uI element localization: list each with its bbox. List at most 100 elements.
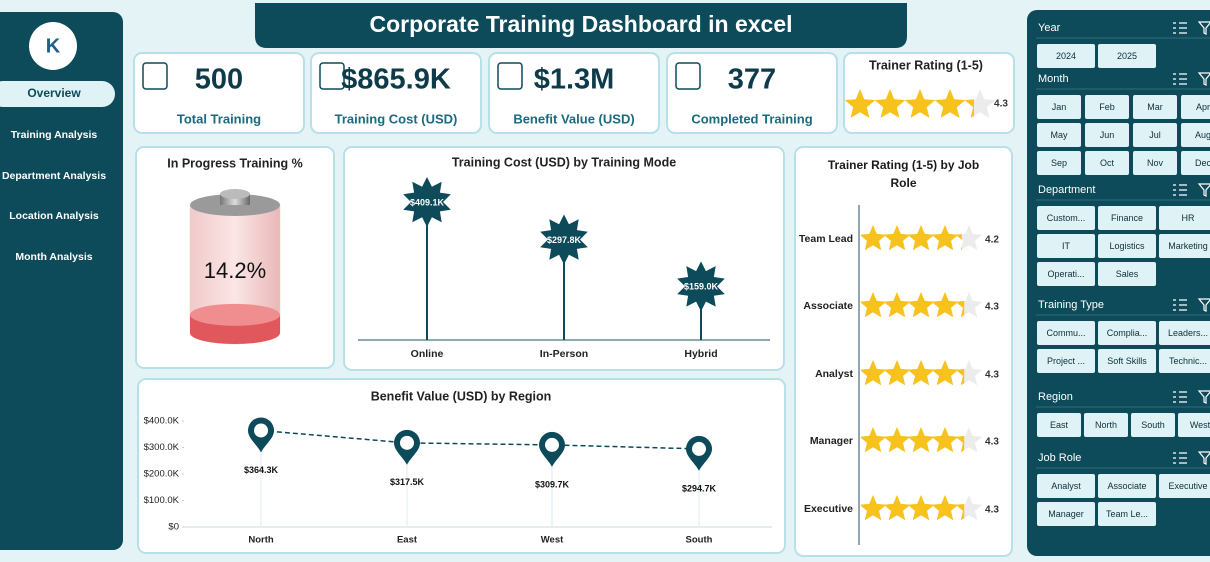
slicer-button[interactable]: Technic... [1159,349,1210,373]
slicer-button-label[interactable]: Nov [1147,158,1164,168]
slicer-button-label[interactable]: Jun [1100,130,1115,140]
star [907,292,935,318]
slicer-button-label[interactable]: Jul [1149,130,1161,140]
slicer-button-label[interactable]: 2024 [1056,51,1076,61]
slicer-button[interactable]: Logistics [1098,234,1156,258]
slicer-button[interactable]: Nov [1133,151,1177,175]
slicer-button-label[interactable]: Logistics [1109,241,1145,251]
slicer-button[interactable]: Associate [1098,474,1156,498]
slicer-button[interactable]: HR [1159,206,1210,230]
slicer-button[interactable]: Manager [1037,502,1095,526]
star [955,435,965,453]
slicer-button[interactable]: Operati... [1037,262,1095,286]
slicer-button-label[interactable]: Feb [1099,102,1115,112]
slicer-button-label[interactable]: IT [1062,241,1071,251]
slicer-multiselect-icon[interactable] [1173,22,1187,34]
slicer-clear-icon[interactable] [1197,72,1210,86]
slicer-button-label[interactable]: Team Le... [1106,509,1148,519]
slicer-button[interactable]: Oct [1085,151,1129,175]
slicer-button[interactable]: Finance [1098,206,1156,230]
slicer-button-label[interactable]: Analyst [1051,481,1081,491]
slicer-button[interactable]: Jun [1085,123,1129,147]
slicer-button-label[interactable]: Complia... [1107,328,1148,338]
kpi-value: $1.3M [534,64,615,96]
slicer-button-label[interactable]: HR [1182,213,1195,223]
slicer-button[interactable]: South [1131,413,1175,437]
slicer-button-label[interactable]: Manager [1048,509,1084,519]
slicer-button-label[interactable]: Sep [1051,158,1067,168]
nav-item[interactable]: Department Analysis [2,170,106,182]
slicer-button[interactable]: Analyst [1037,474,1095,498]
slicer-clear-icon[interactable] [1197,451,1210,465]
slicer-button[interactable]: May [1037,123,1081,147]
slicer-button[interactable]: North [1084,413,1128,437]
slicer-button[interactable]: Mar [1133,95,1177,119]
star [883,360,911,386]
slicer-button-label[interactable]: West [1190,420,1210,430]
slicer-multiselect-icon[interactable] [1173,184,1187,196]
slicer-button[interactable]: Project ... [1037,349,1095,373]
slicer-button[interactable]: Team Le... [1098,502,1156,526]
slicer-button-label[interactable]: Aug [1195,130,1210,140]
slicer-button[interactable]: Custom... [1037,206,1095,230]
slicer-multiselect-icon[interactable] [1173,299,1187,311]
slicer-button[interactable]: Soft Skills [1098,349,1156,373]
slicer-clear-icon[interactable] [1197,183,1210,197]
slicer-button-label[interactable]: North [1095,420,1117,430]
slicer-button-label[interactable]: Operati... [1047,269,1084,279]
slicer-button-label[interactable]: Jan [1052,102,1067,112]
slicer-button-label[interactable]: Leaders... [1168,328,1208,338]
chart-title-box: Trainer Rating (1-5) by Job Role [828,158,979,190]
slicer-button-label[interactable]: Sales [1116,269,1139,279]
slicer-button[interactable]: Sales [1098,262,1156,286]
slicer-button[interactable]: Leaders... [1159,321,1210,345]
slicer-button-label[interactable]: 2025 [1117,51,1137,61]
slicer-button[interactable]: Jan [1037,95,1081,119]
slicer-button[interactable]: Complia... [1098,321,1156,345]
slicer-button[interactable]: Executive [1159,474,1210,498]
slicer-button-label[interactable]: Finance [1111,213,1143,223]
slicer-clear-icon[interactable] [1197,21,1210,35]
slicer-button[interactable]: Feb [1085,95,1129,119]
slicer-button-label[interactable]: Custom... [1047,213,1086,223]
slicer-button[interactable]: East [1037,413,1081,437]
slicer-clear-icon[interactable] [1197,298,1210,312]
slicer-multiselect-icon[interactable] [1173,391,1187,403]
chart-title: Benefit Value (USD) by Region [371,389,552,403]
slicer-button[interactable]: 2025 [1098,44,1156,68]
slicer-button[interactable]: Dec [1181,151,1210,175]
slicer-button[interactable]: Commu... [1037,321,1095,345]
slicer-button[interactable]: Apr [1181,95,1210,119]
slicer-button-label[interactable]: Executive [1168,481,1207,491]
slicer-button[interactable]: Sep [1037,151,1081,175]
slicer-button-label[interactable]: Apr [1196,102,1210,112]
slicer-clear-icon[interactable] [1197,390,1210,404]
slicer-button-label[interactable]: Mar [1147,102,1163,112]
slicer-button[interactable]: Aug [1181,123,1210,147]
slicer-button-label[interactable]: Associate [1107,481,1146,491]
y-tick-label: $0 [168,522,179,533]
slicer-multiselect-icon[interactable] [1173,452,1187,464]
slicer-button-label[interactable]: Project ... [1047,356,1085,366]
slicer-button[interactable]: 2024 [1037,44,1095,68]
slicer-button-bg [1159,349,1210,373]
slicer-button-label[interactable]: Oct [1100,158,1115,168]
slicer-button[interactable]: Marketing [1159,234,1210,258]
slicer-button-label[interactable]: Commu... [1046,328,1085,338]
slicer-button-label[interactable]: May [1050,130,1068,140]
slicer-button[interactable]: Jul [1133,123,1177,147]
slicer-button-label[interactable]: South [1141,420,1165,430]
nav-item[interactable]: Overview [27,86,81,100]
star-fill [861,225,962,251]
nav-item[interactable]: Location Analysis [9,210,99,222]
slicer-button-label[interactable]: Technic... [1169,356,1207,366]
slicer-button-label[interactable]: Soft Skills [1107,356,1147,366]
slicer-button-label[interactable]: Dec [1195,158,1210,168]
slicer-multiselect-icon[interactable] [1173,73,1187,85]
slicer-button-label[interactable]: East [1050,420,1069,430]
slicer-button[interactable]: IT [1037,234,1095,258]
slicer-button-label[interactable]: Marketing [1168,241,1208,251]
nav-item[interactable]: Month Analysis [15,251,92,263]
slicer-button[interactable]: West [1178,413,1210,437]
nav-item[interactable]: Training Analysis [11,129,98,141]
